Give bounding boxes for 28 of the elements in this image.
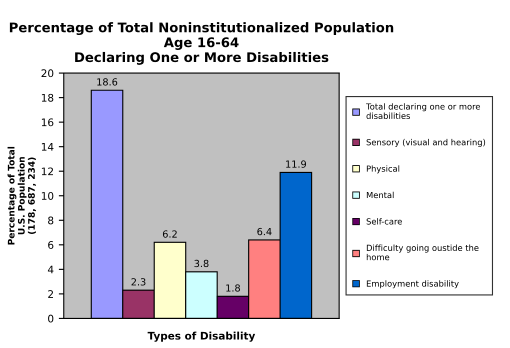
y-tick-label: 12 xyxy=(42,167,53,176)
data-label: 18.6 xyxy=(97,78,118,86)
y-tick-label: 2 xyxy=(48,290,53,298)
y-tick-label: 6 xyxy=(48,241,54,249)
y-tick-label: 18 xyxy=(42,94,54,102)
legend-label: Self-care xyxy=(366,218,402,225)
y-tick-label: 0 xyxy=(48,314,54,323)
data-label: 6.4 xyxy=(257,228,272,236)
y-tick-label: 4 xyxy=(48,266,54,274)
y-tick-label: 8 xyxy=(48,216,54,224)
data-label: 6.2 xyxy=(162,230,177,238)
chart-title: Percentage of Total Noninstitutionalized Population Age 16-64 Declaring One or More Disabilities xyxy=(10,22,394,65)
y-axis-title: Percentage of Total U.S. Population (178, 687, 234) xyxy=(8,146,36,245)
legend-label: Difficulty going oustide the home xyxy=(366,244,479,260)
data-label: 11.9 xyxy=(286,160,306,168)
y-tick-label: 16 xyxy=(42,118,54,126)
data-label: 2.3 xyxy=(131,278,146,286)
legend-label: Mental xyxy=(366,192,394,198)
y-tick-label: 14 xyxy=(42,143,54,151)
legend-label: Total declaring one or more disabilities xyxy=(366,103,480,119)
data-label: 1.8 xyxy=(226,284,240,292)
x-axis-title: Types of Disability xyxy=(148,332,256,342)
data-label: 3.8 xyxy=(194,260,209,268)
legend-label: Employment disability xyxy=(366,280,459,288)
y-tick-label: 20 xyxy=(42,69,54,78)
legend-label: Physical xyxy=(366,165,400,174)
legend-label: Sensory (visual and hearing) xyxy=(366,138,486,147)
y-tick-label: 10 xyxy=(42,192,54,200)
